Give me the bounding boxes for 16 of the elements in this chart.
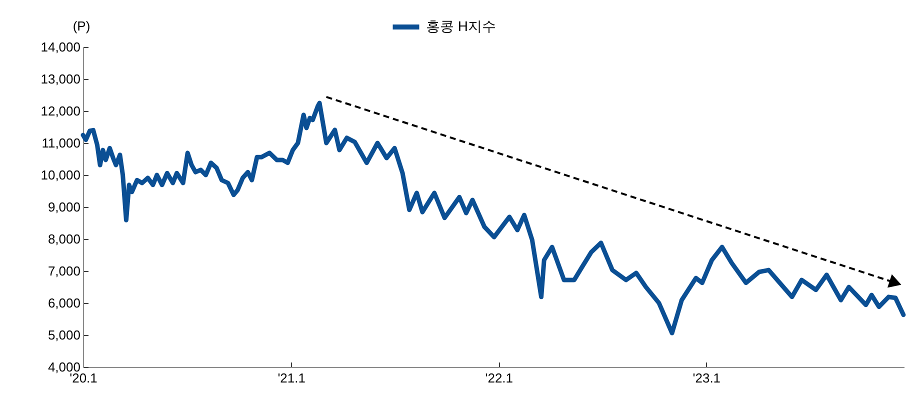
line-series	[80, 100, 906, 336]
y-tick-label: 14,000	[40, 40, 80, 54]
legend-label: 홍콩 H지수	[426, 18, 496, 34]
y-tick-label: 10,000	[40, 168, 80, 182]
y-tick-label: 13,000	[40, 72, 80, 86]
x-tick-label: '21.1	[278, 370, 306, 386]
y-axis-title: (P)	[72, 18, 90, 34]
y-tick-label: 12,000	[40, 104, 80, 118]
x-tick-label: '23.1	[692, 370, 721, 386]
y-tick-label: 6,000	[48, 296, 80, 310]
y-tick-label: 7,000	[48, 264, 80, 278]
y-tick-label: 11,000	[42, 136, 80, 150]
x-tick-label: '22.1	[485, 370, 514, 386]
y-tick-label: 9,000	[48, 200, 80, 214]
y-tick-label: 8,000	[48, 232, 80, 246]
y-tick-label: 5,000	[48, 328, 80, 342]
